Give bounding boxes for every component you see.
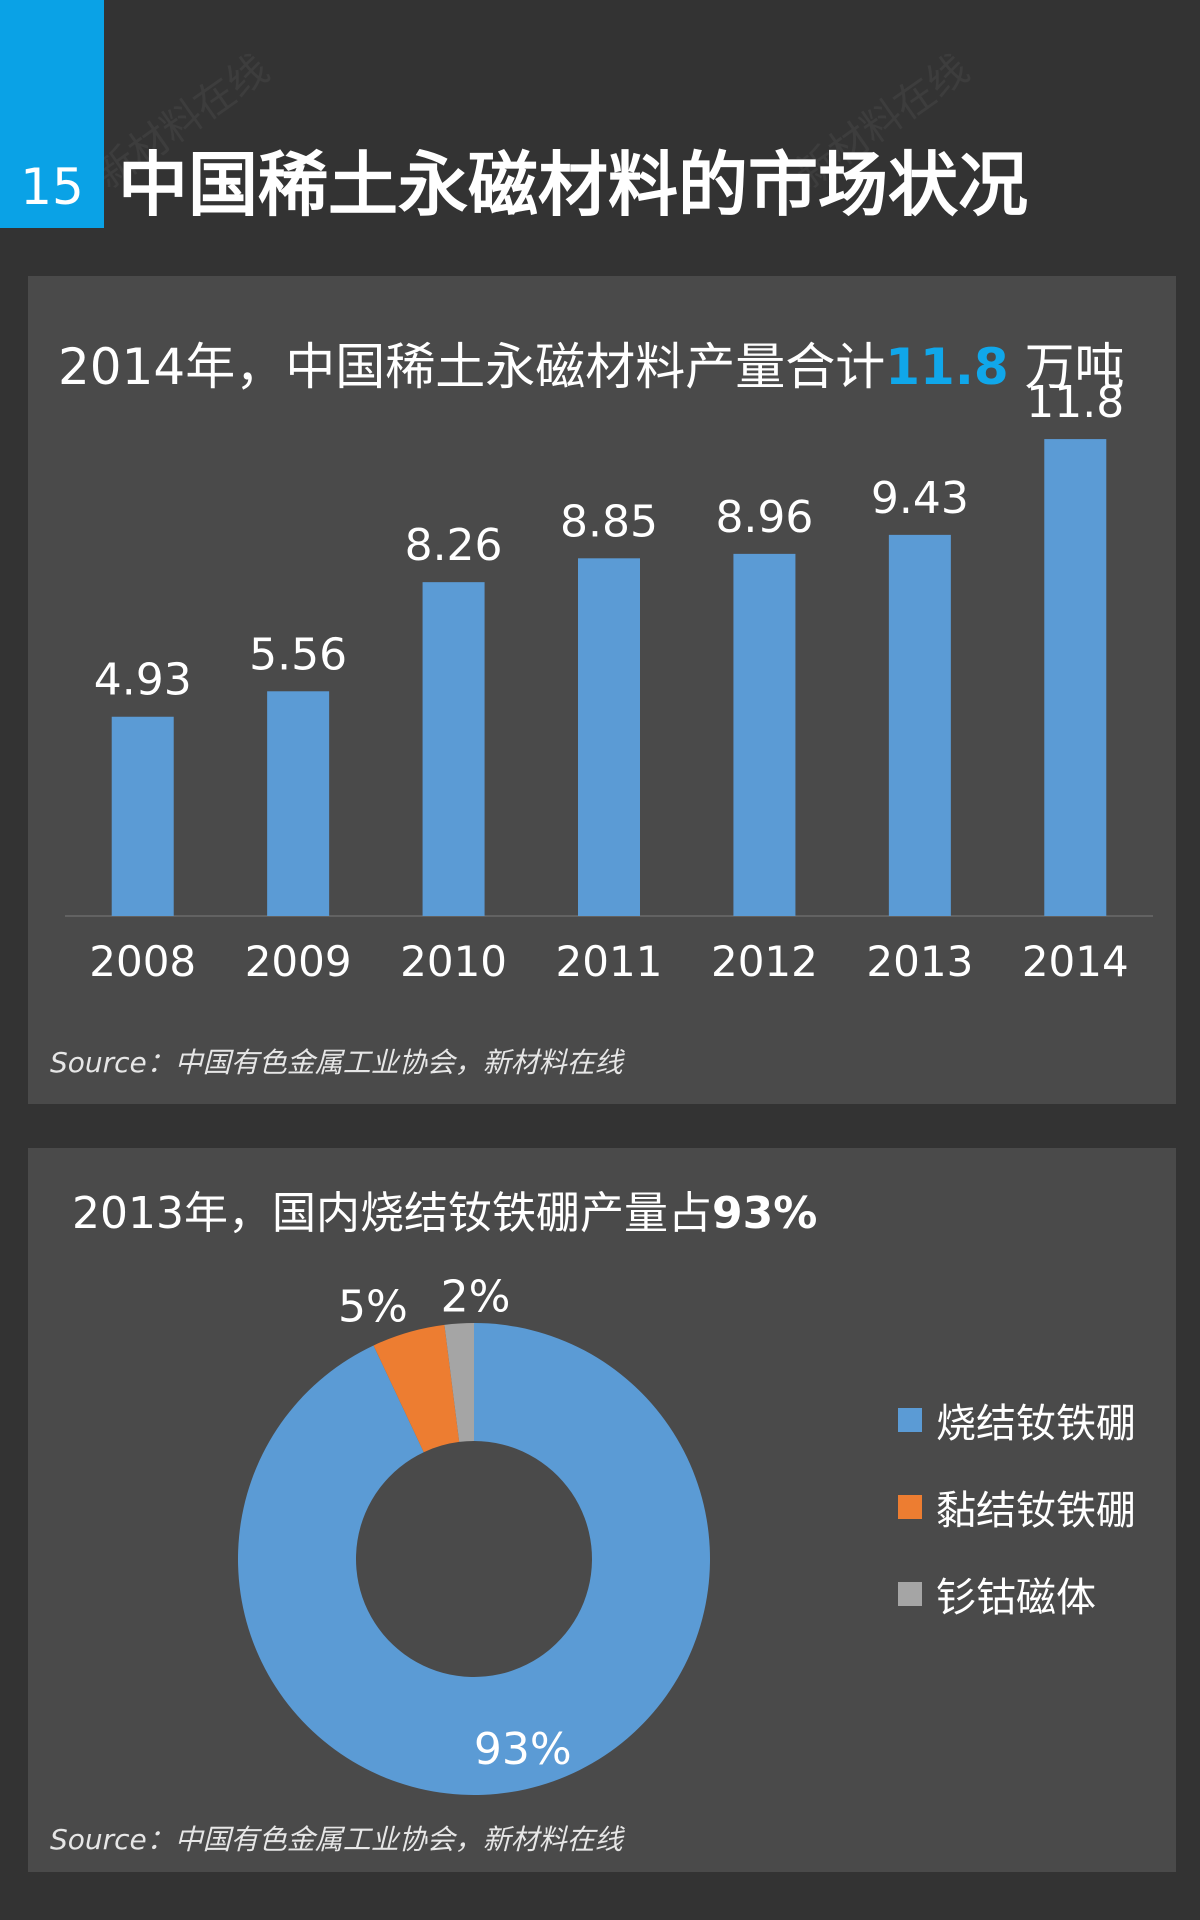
- legend-label: 黏结钕铁硼: [936, 1488, 1136, 1534]
- donut-slice-label: 93%: [474, 1724, 572, 1775]
- bar-data-label: 8.85: [560, 496, 658, 547]
- bar-chart-panel: 2014年，中国稀土永磁材料产量合计11.8 万吨 4.93 2008 5.56 20…: [28, 276, 1176, 1104]
- x-tick-label: 2014: [1022, 937, 1129, 986]
- bar-data-label: 8.96: [715, 492, 813, 543]
- donut-chart: 93% 5% 2%: [238, 1272, 710, 1795]
- donut-chart-source: Source：中国有色金属工业协会，新材料在线: [50, 1823, 623, 1856]
- bar-data-label: 9.43: [871, 473, 969, 524]
- bar-data-label: 5.56: [249, 629, 347, 680]
- bar: [1044, 439, 1107, 916]
- donut-slice: [238, 1323, 710, 1795]
- headline-unit: 万吨: [1008, 338, 1125, 396]
- x-tick-label: 2011: [556, 937, 663, 986]
- bar: [267, 691, 330, 916]
- bar-data-label: 11.8: [1026, 377, 1124, 428]
- x-tick-label: 2008: [89, 937, 196, 986]
- page-number-badge: 15: [0, 0, 104, 228]
- bar-chart-source: Source：中国有色金属工业协会，新材料在线: [50, 1046, 623, 1079]
- bar: [888, 534, 951, 916]
- legend-item: 钐钴磁体: [898, 1572, 1136, 1621]
- page-title: 中国稀土永磁材料的市场状况: [118, 144, 1028, 226]
- headline-prefix: 2013年，国内烧结钕铁硼产量占: [72, 1188, 712, 1239]
- headline-highlight-pct: 93%: [711, 1188, 818, 1239]
- x-tick-label: 2013: [866, 937, 973, 986]
- legend-item: 黏结钕铁硼: [898, 1485, 1136, 1534]
- donut-slice-label: 2%: [441, 1272, 511, 1323]
- x-tick-label: 2010: [400, 937, 507, 986]
- legend-label: 烧结钕铁硼: [936, 1401, 1136, 1447]
- legend-swatch: [898, 1495, 922, 1519]
- legend-item: 烧结钕铁硼: [898, 1398, 1136, 1447]
- bar: [422, 582, 485, 916]
- x-tick-label: 2009: [245, 937, 352, 986]
- x-tick-label: 2012: [711, 937, 818, 986]
- legend-swatch: [898, 1408, 922, 1432]
- donut-legend: 烧结钕铁硼黏结钕铁硼钐钴磁体: [898, 1398, 1136, 1659]
- bar-data-label: 4.93: [94, 655, 192, 706]
- donut-chart-panel: 2013年，国内烧结钕铁硼产量占93% 93% 5% 2% 烧结钕铁硼 黏结钕铁硼 钐钴…: [28, 1148, 1176, 1872]
- bar-data-label: 8.26: [405, 520, 503, 571]
- headline-highlight-value: 11.8: [885, 338, 1009, 396]
- legend-swatch: [898, 1582, 922, 1606]
- bar: [733, 553, 796, 916]
- bar-chart-headline: 2014年，中国稀土永磁材料产量合计11.8 万吨: [58, 342, 1125, 392]
- donut-chart-headline: 2013年，国内烧结钕铁硼产量占93%: [72, 1192, 817, 1236]
- page-number: 15: [20, 158, 84, 216]
- bar: [111, 716, 174, 916]
- headline-prefix: 2014年，中国稀土永磁材料产量合计: [58, 338, 886, 396]
- donut-slice: [373, 1324, 460, 1453]
- bar-chart: 4.93 2008 5.56 2009 8.26 2010 8.85 2011 8.96 2012…: [65, 377, 1153, 986]
- donut-slice: [444, 1323, 474, 1442]
- legend-label: 钐钴磁体: [936, 1575, 1096, 1621]
- bar: [578, 558, 640, 916]
- donut-slice-label: 5%: [338, 1281, 408, 1332]
